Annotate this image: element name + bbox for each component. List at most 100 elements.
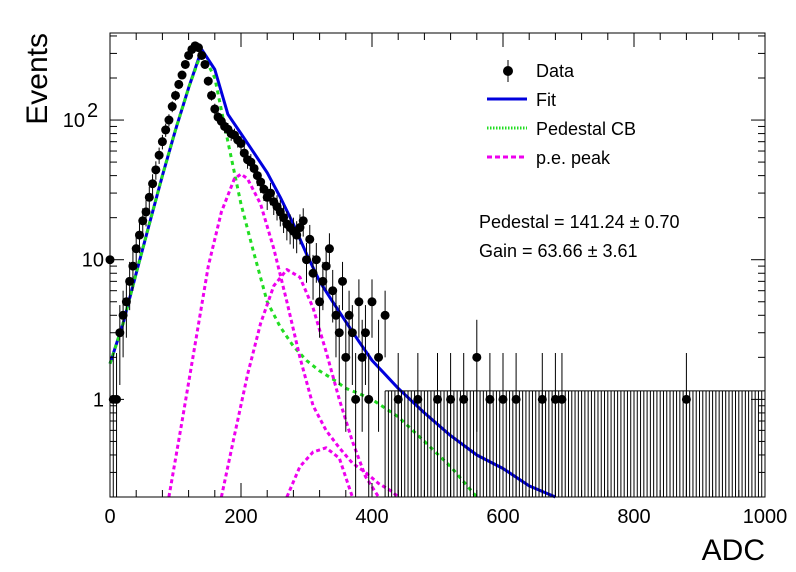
data-point	[413, 394, 423, 404]
x-tick-label: 0	[104, 506, 115, 528]
data-point	[485, 394, 495, 404]
data-point	[151, 165, 161, 175]
data-point	[393, 394, 403, 404]
data-point	[446, 394, 456, 404]
data-point	[331, 310, 341, 320]
data-point	[265, 188, 275, 198]
data-point	[681, 394, 691, 404]
annotation-pedestal: Pedestal = 141.24 ± 0.70	[479, 212, 680, 232]
data-point	[321, 261, 331, 271]
axis-ticks	[109, 33, 766, 498]
data-point	[292, 230, 302, 240]
data-point	[380, 310, 390, 320]
data-point	[315, 297, 325, 307]
data-point	[134, 230, 144, 240]
data-point	[157, 137, 167, 147]
data-point	[128, 261, 138, 271]
data-error-bars	[107, 42, 766, 497]
legend-item-fit: Fit	[487, 90, 556, 110]
data-point	[351, 394, 361, 404]
data-point	[305, 234, 315, 244]
data-point	[259, 184, 269, 194]
y-tick-label: 1	[93, 389, 104, 411]
data-points	[105, 41, 691, 404]
data-point	[364, 394, 374, 404]
x-tick-label: 800	[617, 506, 650, 528]
data-point	[207, 90, 217, 100]
data-point	[550, 394, 560, 404]
y-tick-label: 10	[82, 250, 104, 272]
y-tick-label-exponent: 2	[87, 100, 98, 122]
legend: Data Fit Pedestal CB p.e. peak	[487, 60, 636, 168]
data-point	[341, 352, 351, 362]
x-tick-labels: 0 200 400 600 800 1000	[104, 506, 787, 528]
data-point	[537, 394, 547, 404]
data-point	[200, 59, 210, 69]
data-point	[131, 244, 141, 254]
data-point	[347, 328, 357, 338]
data-point	[344, 310, 354, 320]
legend-item-pe-peak: p.e. peak	[487, 148, 611, 168]
data-point	[161, 125, 171, 135]
data-point	[298, 216, 308, 226]
data-point	[354, 297, 364, 307]
data-point	[141, 207, 151, 217]
x-axis-title: ADC	[702, 534, 765, 567]
data-point	[256, 177, 266, 187]
y-axis-title: Events	[21, 33, 54, 125]
data-point	[311, 255, 321, 265]
data-point	[203, 76, 213, 86]
data-point	[210, 104, 220, 114]
legend-label-pedestal: Pedestal CB	[536, 119, 636, 139]
data-point	[367, 297, 377, 307]
data-point	[318, 276, 328, 286]
legend-item-data: Data	[503, 60, 575, 82]
data-point	[121, 297, 131, 307]
data-point	[308, 268, 318, 278]
data-point	[360, 328, 370, 338]
legend-label-data: Data	[536, 61, 575, 81]
legend-label-pe-peak: p.e. peak	[536, 148, 611, 168]
data-point	[174, 79, 184, 89]
data-point	[295, 223, 305, 233]
legend-label-fit: Fit	[536, 90, 556, 110]
data-point	[459, 394, 469, 404]
data-point	[144, 192, 154, 202]
plot-frame	[109, 32, 766, 498]
data-point	[324, 244, 334, 254]
data-point	[118, 310, 128, 320]
data-point	[138, 216, 148, 226]
data-point	[164, 115, 174, 125]
legend-item-pedestal: Pedestal CB	[487, 119, 636, 139]
legend-data-marker-icon	[503, 66, 513, 76]
data-point	[334, 328, 344, 338]
data-point	[302, 255, 311, 265]
x-tick-label: 600	[486, 506, 519, 528]
pedestal-cb-curve	[108, 49, 478, 498]
data-point	[177, 70, 187, 80]
data-point	[167, 102, 177, 112]
data-point	[171, 90, 180, 100]
data-point	[115, 328, 125, 338]
data-point	[511, 394, 521, 404]
data-point	[125, 276, 135, 286]
annotation-gain: Gain = 63.66 ± 3.61	[479, 241, 638, 261]
data-point	[193, 43, 203, 53]
x-tick-label: 200	[224, 506, 257, 528]
x-tick-label: 400	[355, 506, 388, 528]
data-point	[433, 394, 442, 404]
data-point	[338, 276, 348, 286]
pe-peak-3-curve	[285, 446, 354, 498]
x-tick-label: 1000	[743, 506, 788, 528]
data-point	[557, 394, 567, 404]
data-point	[249, 163, 259, 173]
data-point	[498, 394, 508, 404]
data-point	[197, 50, 207, 60]
data-point	[328, 286, 338, 296]
data-point	[180, 59, 190, 69]
y-tick-label: 10	[63, 110, 85, 132]
data-point	[374, 352, 384, 362]
data-point	[154, 150, 164, 160]
